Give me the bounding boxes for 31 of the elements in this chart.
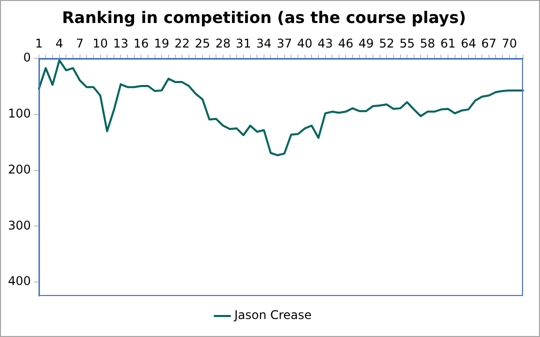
y-tick-label: 300 [8,218,31,232]
x-tick-label: 34 [256,36,272,51]
x-tick-label: 49 [358,36,374,51]
y-tick-label: 200 [8,162,31,176]
x-tick-label: 70 [502,36,518,51]
x-tick-label: 43 [318,36,333,51]
y-tick-label: 400 [8,274,31,288]
x-tick-label: 64 [460,36,476,51]
x-tick-label: 28 [215,36,231,51]
y-tick-label: 0 [23,50,31,65]
x-tick-label: 13 [113,36,128,51]
x-tick-label: 4 [56,36,64,51]
x-tick-label: 22 [174,36,190,51]
legend-label: Jason Crease [233,308,312,322]
x-tick-label: 46 [338,36,354,51]
x-tick-label: 58 [420,36,436,51]
x-tick-label: 31 [236,36,252,51]
x-tick-label: 25 [194,36,210,51]
chart-title: Ranking in competition (as the course plays) [62,8,466,27]
y-tick-label: 100 [8,106,31,121]
x-tick-label: 55 [399,36,415,51]
x-tick-label: 19 [154,36,170,51]
x-tick-label: 61 [440,36,456,51]
x-tick-label: 16 [134,36,149,51]
x-tick-label: 40 [297,36,312,51]
x-tick-label: 37 [276,36,292,51]
x-tick-label: 67 [481,36,497,51]
x-tick-label: 10 [92,36,108,51]
x-tick-label: 52 [378,36,394,51]
x-tick-label: 1 [35,36,43,51]
x-tick-label: 7 [76,36,84,51]
